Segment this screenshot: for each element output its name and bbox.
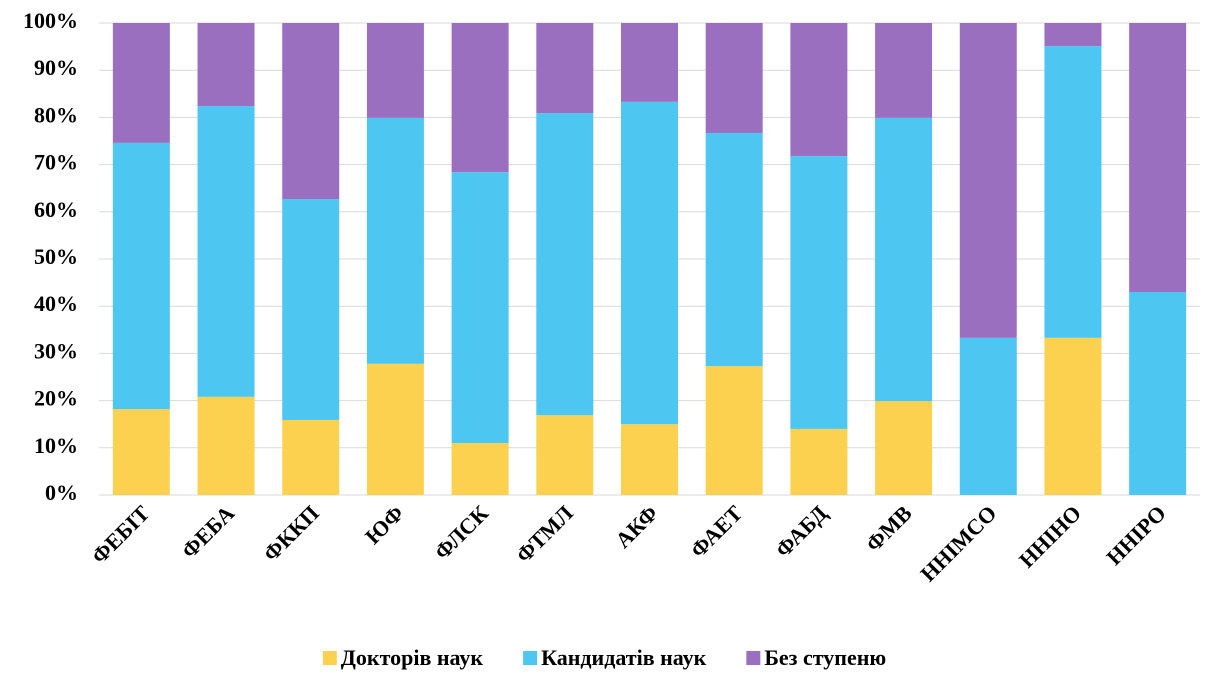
x-tick-label: ФЕБІТ [86, 500, 154, 568]
legend-swatch [746, 651, 761, 665]
bar-segment [451, 23, 509, 173]
y-tick-label: 80% [34, 102, 78, 127]
bar-segment [1129, 292, 1187, 495]
bar-segment [705, 23, 763, 133]
bar-segment [536, 23, 594, 114]
legend-label: Кандидатів наук [541, 645, 707, 670]
bar-segment [959, 23, 1017, 338]
bar-segment [1044, 23, 1102, 47]
x-tick-label: ННІРО [1101, 500, 1170, 569]
x-tick-label: ФМВ [861, 500, 917, 556]
x-tick-label: ЮФ [360, 500, 409, 549]
y-tick-label: 70% [34, 150, 78, 175]
y-tick-label: 0% [45, 480, 78, 505]
x-tick-label: ФТМЛ [511, 500, 579, 568]
y-tick-label: 30% [34, 338, 78, 363]
x-tick-label: ФАЕТ [685, 500, 747, 562]
legend-label: Без ступеню [764, 645, 886, 670]
bar-segment [875, 401, 933, 495]
bar-segment [790, 23, 848, 157]
x-tick-label: ФАБД [770, 500, 832, 562]
bar-segment [790, 428, 848, 495]
x-tick-label: ФЕБА [176, 500, 239, 563]
bar-segment [112, 409, 170, 495]
bar-segment [451, 443, 509, 495]
y-tick-label: 20% [34, 386, 78, 411]
y-tick-label: 40% [34, 291, 78, 316]
x-tick-label: ННІНО [1014, 500, 1086, 572]
y-tick-label: 60% [34, 197, 78, 222]
bar-segment [790, 156, 848, 429]
bar-segment [282, 23, 340, 200]
bar-segment [621, 424, 678, 495]
bar-segment [1129, 23, 1187, 293]
bar-segment [621, 101, 678, 425]
bar-segment [282, 199, 340, 420]
legend: Докторів наук Кандидатів наук Без ступеню [322, 645, 886, 670]
y-tick-label: 100% [23, 8, 78, 33]
bar-segment [536, 415, 594, 495]
bar-segment [112, 142, 170, 410]
bar-segment [197, 396, 255, 495]
x-tick-label: ННІМСО [915, 500, 1001, 586]
bar-segment [705, 366, 763, 495]
bar-segment [282, 419, 340, 495]
y-tick-label: 50% [34, 244, 78, 269]
y-tick-label: 10% [34, 433, 78, 458]
bar-segment [366, 363, 424, 495]
x-tick-label: АКФ [610, 500, 662, 552]
bar-segment [1044, 46, 1102, 338]
bar-segment [1044, 337, 1102, 495]
legend-label: Докторів наук [341, 645, 484, 670]
x-tick-label: ФККП [258, 500, 324, 566]
bar-segment [536, 113, 594, 416]
legend-swatch [523, 651, 538, 665]
bar-segment [621, 23, 678, 102]
bar-segment [451, 172, 509, 444]
bar-segment [875, 117, 933, 402]
legend-swatch [322, 651, 337, 665]
bar-segment [875, 23, 933, 118]
bar-segment [197, 23, 255, 107]
bar-segment [366, 117, 424, 364]
bar-segment [959, 337, 1017, 495]
x-tick-label: ФЛСК [429, 500, 493, 564]
y-tick-label: 90% [34, 55, 78, 80]
bar-segment [705, 132, 763, 367]
bar-segment [366, 23, 424, 118]
bar-segment [197, 106, 255, 397]
bar-segment [112, 23, 170, 143]
